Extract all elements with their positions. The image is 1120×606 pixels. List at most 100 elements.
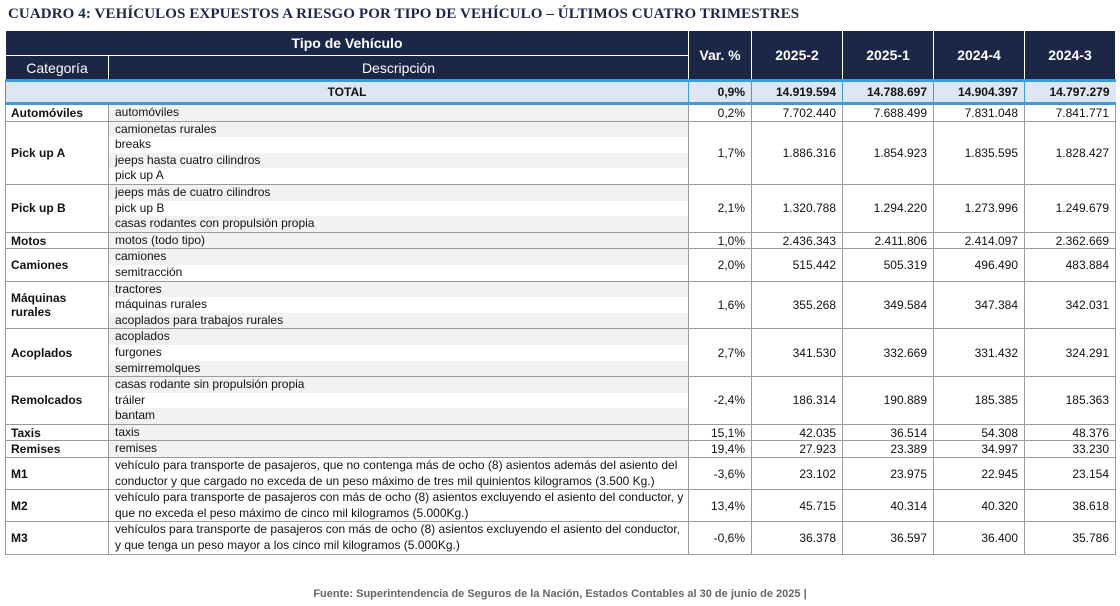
value-cell: 23.102 [751, 457, 844, 491]
total-value-2: 14.904.397 [933, 79, 1025, 105]
category-cell: M1 [5, 457, 109, 491]
value-cell: 331.432 [933, 328, 1026, 378]
category-cell: Automóviles [5, 103, 109, 122]
value-cell: 38.618 [1024, 489, 1117, 523]
value-cell: 332.669 [842, 328, 935, 378]
value-cell: 1.273.996 [933, 183, 1026, 233]
value-cell: 7.688.499 [842, 103, 935, 122]
category-cell: Remolcados [5, 376, 109, 425]
value-cell: 36.378 [751, 521, 844, 555]
header-tipo-vehiculo: Tipo de Vehículo [4, 30, 690, 56]
total-value-1: 14.788.697 [842, 79, 934, 105]
value-cell: 36.597 [842, 521, 935, 555]
description-line: camiones [109, 249, 688, 265]
value-cell: 349.584 [842, 280, 935, 330]
var-cell: 2,7% [688, 328, 753, 378]
description-line: pick up A [115, 168, 164, 183]
value-cell: 496.490 [933, 248, 1026, 282]
var-cell: -0,6% [688, 521, 753, 555]
value-cell: 515.442 [751, 248, 844, 282]
value-cell: 483.884 [1024, 248, 1117, 282]
value-cell: 54.308 [933, 423, 1026, 442]
value-cell: 2.414.097 [933, 231, 1026, 250]
description-line: taxis [109, 425, 688, 440]
value-cell: 45.715 [751, 489, 844, 523]
table-row: Automóviles automóviles 0,2% 7.702.440 7.688… [5, 103, 1117, 122]
category-cell: Taxis [5, 423, 109, 442]
value-cell: 1.835.595 [933, 120, 1026, 185]
table-row: Máquinas rurales tractores máquinas rurale… [5, 280, 1117, 330]
value-cell: 324.291 [1024, 328, 1117, 378]
description-line: motos (todo tipo) [109, 233, 688, 248]
var-cell: -3,6% [688, 457, 753, 491]
table-row: Remolcados casas rodante sin propulsión p… [5, 376, 1117, 425]
value-cell: 48.376 [1024, 423, 1117, 442]
vehicles-table: Tipo de Vehículo Var. % 2025-2 2025-1 20… [4, 30, 1117, 555]
category-cell: Remises [5, 440, 109, 459]
description-cell: automóviles [107, 103, 690, 122]
category-cell: M2 [5, 489, 109, 523]
var-cell: 13,4% [688, 489, 753, 523]
value-cell: 33.230 [1024, 440, 1117, 459]
total-row: TOTAL 0,9% 14.919.594 14.788.697 14.904.… [4, 79, 1116, 105]
description-line: breaks [115, 137, 152, 152]
table-title: CUADRO 4: VEHÍCULOS EXPUESTOS A RIESGO P… [8, 6, 800, 22]
description-line: furgones [115, 344, 162, 359]
total-value-0: 14.919.594 [751, 79, 843, 105]
value-cell: 36.400 [933, 521, 1026, 555]
total-value-3: 14.797.279 [1024, 79, 1116, 105]
description-cell: tractores máquinas rurales acoplados para … [107, 280, 690, 330]
description-line: tráiler [115, 392, 146, 407]
var-cell: 1,7% [688, 120, 753, 185]
description-line: semirremolques [109, 360, 688, 376]
description-line: casas rodante sin propulsión propia [109, 377, 688, 393]
var-cell: 2,0% [688, 248, 753, 282]
value-cell: 1.320.788 [751, 183, 844, 233]
value-cell: 34.997 [933, 440, 1026, 459]
description-text: vehículos para transporte de pasajeros c… [115, 522, 681, 553]
description-line: bantam [109, 408, 688, 424]
value-cell: 347.384 [933, 280, 1026, 330]
value-cell: 36.514 [842, 423, 935, 442]
var-cell: 15,1% [688, 423, 753, 442]
value-cell: 7.702.440 [751, 103, 844, 122]
value-cell: 342.031 [1024, 280, 1117, 330]
description-line: tractores [109, 282, 688, 298]
value-cell: 42.035 [751, 423, 844, 442]
description-line: semitracción [115, 264, 183, 279]
description-cell: motos (todo tipo) [107, 231, 690, 250]
value-cell: 1.886.316 [751, 120, 844, 185]
header-descripcion: Descripción [107, 55, 690, 81]
value-cell: 1.854.923 [842, 120, 935, 185]
value-cell: 23.975 [842, 457, 935, 491]
table-header: Tipo de Vehículo Var. % 2025-2 2025-1 20… [4, 30, 1117, 81]
value-cell: 35.786 [1024, 521, 1117, 555]
value-cell: 505.319 [842, 248, 935, 282]
header-period-2: 2024-4 [933, 30, 1026, 81]
source-note: Fuente: Superintendencia de Seguros de l… [313, 588, 807, 600]
category-cell: M3 [5, 521, 109, 555]
table-row: M3 vehículos para transporte de pasajeros… [5, 521, 1117, 555]
value-cell: 186.314 [751, 376, 844, 425]
value-cell: 2.436.343 [751, 231, 844, 250]
table-row: Acoplados acoplados furgones semirremolques… [5, 328, 1117, 378]
value-cell: 40.314 [842, 489, 935, 523]
table-row: M1 vehículo para transporte de pasajeros,… [5, 457, 1117, 491]
header-period-3: 2024-3 [1024, 30, 1117, 81]
header-period-1: 2025-1 [842, 30, 935, 81]
value-cell: 40.320 [933, 489, 1026, 523]
table-row: Motos motos (todo tipo) 1,0% 2.436.343 2.411… [5, 231, 1117, 250]
total-var: 0,9% [688, 79, 752, 105]
value-cell: 190.889 [842, 376, 935, 425]
value-cell: 185.363 [1024, 376, 1117, 425]
table-row: Remises remises 19,4% 27.923 23.389 34.997 33.… [5, 440, 1117, 459]
table-row: Taxis taxis 15,1% 42.035 36.514 54.308 48.376 [5, 423, 1117, 442]
category-cell: Motos [5, 231, 109, 250]
description-line: máquinas rurales [115, 297, 208, 312]
value-cell: 1.294.220 [842, 183, 935, 233]
description-cell: casas rodante sin propulsión propia tráil… [107, 376, 690, 425]
value-cell: 22.945 [933, 457, 1026, 491]
value-cell: 2.362.669 [1024, 231, 1117, 250]
description-line: automóviles [109, 105, 688, 121]
